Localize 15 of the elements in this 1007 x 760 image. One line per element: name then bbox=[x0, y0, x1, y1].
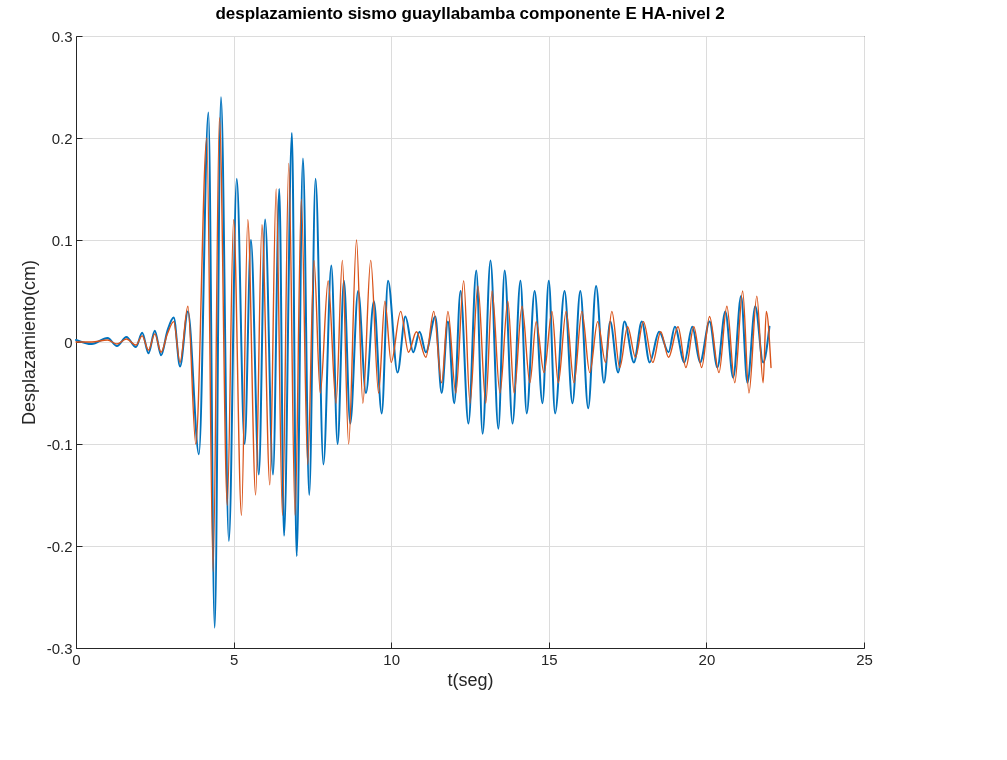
x-tick-label: 20 bbox=[698, 650, 716, 668]
y-tick-label: -0.1 bbox=[46, 435, 73, 453]
x-tick-label: 15 bbox=[540, 650, 558, 668]
chart-title: desplazamiento sismo guayllabamba componente E HA-nivel 2 bbox=[215, 4, 725, 23]
y-tick-label: 0.2 bbox=[51, 129, 73, 147]
y-axis-title: Desplazamiento(cm) bbox=[18, 259, 39, 426]
x-tick-label: 5 bbox=[229, 650, 239, 668]
y-tick-label: -0.3 bbox=[46, 639, 73, 657]
y-tick-label: 0.3 bbox=[51, 27, 73, 45]
x-tick-label: 10 bbox=[383, 650, 401, 668]
y-tick-label: 0 bbox=[64, 333, 73, 351]
y-tick-label: -0.2 bbox=[46, 537, 73, 555]
x-axis-title: t(seg) bbox=[447, 669, 494, 690]
x-tick-label: 25 bbox=[856, 650, 873, 668]
y-tick-label: 0.1 bbox=[51, 231, 73, 249]
